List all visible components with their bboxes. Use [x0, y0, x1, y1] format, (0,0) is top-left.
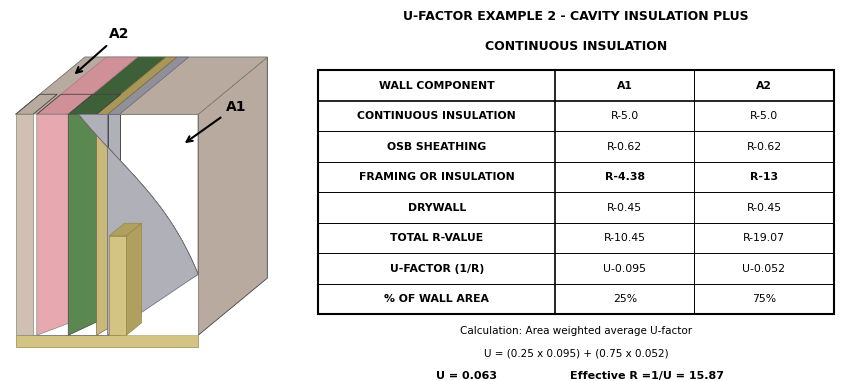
Text: R-13: R-13 — [750, 172, 778, 182]
Text: WALL COMPONENT: WALL COMPONENT — [379, 81, 495, 91]
Polygon shape — [108, 114, 120, 335]
Polygon shape — [127, 223, 142, 335]
Text: R-5.0: R-5.0 — [750, 111, 778, 121]
Text: R-10.45: R-10.45 — [604, 233, 646, 243]
Text: R-19.07: R-19.07 — [743, 233, 785, 243]
Text: Calculation: Area weighted average U-factor: Calculation: Area weighted average U-fac… — [460, 326, 692, 336]
Text: R-0.45: R-0.45 — [746, 203, 781, 213]
Text: CONTINUOUS INSULATION: CONTINUOUS INSULATION — [357, 111, 516, 121]
Polygon shape — [37, 114, 198, 335]
Text: DRYWALL: DRYWALL — [408, 203, 466, 213]
Polygon shape — [15, 57, 267, 114]
Polygon shape — [97, 57, 177, 114]
Text: % OF WALL AREA: % OF WALL AREA — [384, 294, 489, 304]
Polygon shape — [198, 57, 267, 335]
Text: R-4.38: R-4.38 — [605, 172, 645, 182]
Text: R-0.62: R-0.62 — [607, 142, 643, 152]
Polygon shape — [15, 114, 33, 335]
Polygon shape — [37, 114, 68, 335]
Text: R-0.45: R-0.45 — [607, 203, 643, 213]
Polygon shape — [68, 114, 97, 335]
Text: A1: A1 — [617, 81, 632, 91]
Text: OSB SHEATHING: OSB SHEATHING — [387, 142, 486, 152]
Polygon shape — [97, 114, 108, 335]
Polygon shape — [109, 223, 142, 236]
Text: A2: A2 — [76, 27, 130, 73]
Text: U-FACTOR (1/R): U-FACTOR (1/R) — [389, 264, 484, 274]
Text: A1: A1 — [186, 100, 246, 142]
Polygon shape — [15, 335, 198, 347]
Text: R-5.0: R-5.0 — [610, 111, 639, 121]
Text: TOTAL R-VALUE: TOTAL R-VALUE — [390, 233, 484, 243]
Text: A2: A2 — [756, 81, 772, 91]
Text: FRAMING OR INSULATION: FRAMING OR INSULATION — [359, 172, 514, 182]
Polygon shape — [37, 57, 138, 114]
Text: U-FACTOR EXAMPLE 2 - CAVITY INSULATION PLUS: U-FACTOR EXAMPLE 2 - CAVITY INSULATION P… — [403, 10, 749, 22]
Polygon shape — [68, 94, 121, 114]
Polygon shape — [15, 57, 267, 114]
Polygon shape — [15, 94, 57, 114]
Polygon shape — [33, 114, 37, 335]
Text: R-0.62: R-0.62 — [746, 142, 781, 152]
Polygon shape — [109, 236, 127, 335]
Text: CONTINUOUS INSULATION: CONTINUOUS INSULATION — [484, 40, 667, 53]
Text: U-0.052: U-0.052 — [743, 264, 785, 274]
Text: 25%: 25% — [613, 294, 637, 304]
Text: U = (0.25 x 0.095) + (0.75 x 0.052): U = (0.25 x 0.095) + (0.75 x 0.052) — [484, 349, 668, 359]
Polygon shape — [15, 114, 198, 335]
Polygon shape — [68, 114, 198, 335]
Polygon shape — [68, 57, 166, 114]
Text: Effective R =1/U = 15.87: Effective R =1/U = 15.87 — [570, 371, 724, 381]
Polygon shape — [15, 114, 120, 335]
Polygon shape — [108, 57, 189, 114]
Polygon shape — [78, 114, 198, 335]
Polygon shape — [37, 94, 93, 114]
Bar — [318, 70, 834, 314]
Polygon shape — [78, 114, 198, 335]
Text: U-0.095: U-0.095 — [604, 264, 646, 274]
Text: 75%: 75% — [752, 294, 776, 304]
Text: U = 0.063: U = 0.063 — [436, 371, 496, 381]
